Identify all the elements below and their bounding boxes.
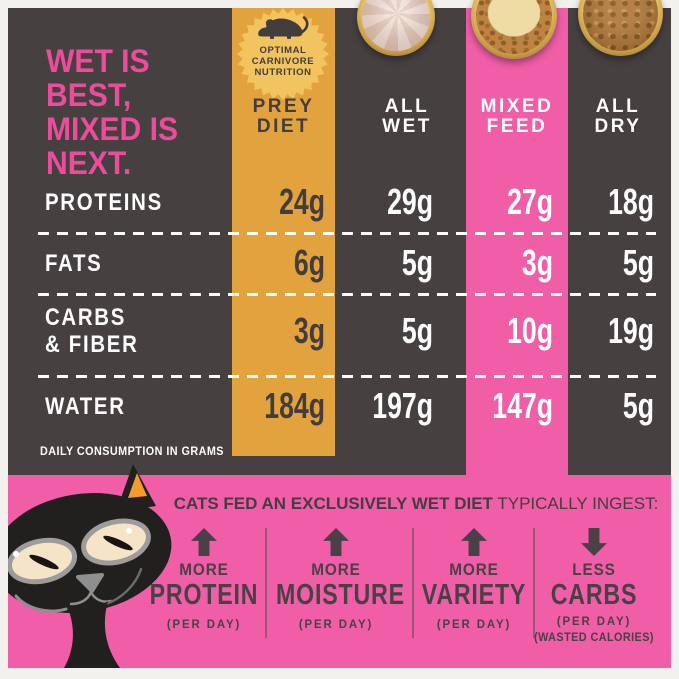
row-divider: [38, 375, 656, 378]
cat-ear-inner: [128, 473, 147, 498]
black-cat-illustration: [8, 464, 172, 668]
cell-fats-prey: 6g: [293, 242, 325, 283]
cell-water-dry: 5g: [622, 385, 654, 426]
row-label-text: PROTEINS: [45, 189, 163, 216]
headline-line-1: WET IS: [46, 43, 150, 79]
column-header-all-dry: ALL DRY: [568, 97, 668, 137]
benefit-divider: [533, 528, 535, 638]
benefit-word: PROTEIN: [149, 579, 259, 611]
cat-left-pupil: [29, 554, 59, 570]
benefit-qualifier: MORE: [449, 560, 499, 579]
cat-mouth: [89, 590, 113, 603]
headline-line-3: MIXED IS: [46, 111, 179, 147]
benefit-qualifier: MORE: [179, 560, 229, 579]
headline-line-4: NEXT.: [46, 145, 132, 181]
cell-carbs-mixed: 10g: [507, 310, 553, 351]
badge-line-2: CARNIVORE: [252, 56, 314, 67]
row-label-water: WATER: [45, 393, 126, 420]
row-divider: [38, 293, 656, 296]
cat-jaw-line: [104, 567, 143, 606]
cell-fats-dry: 5g: [622, 242, 654, 283]
mixed-feed-column-background: [466, 8, 568, 668]
row-label-proteins: PROTEINS: [45, 189, 163, 216]
bottom-title-bold: CATS FED AN EXCLUSIVELY WET DIET: [173, 494, 493, 513]
benefit-subtext: (PER DAY): [298, 617, 374, 631]
cat-neck: [64, 601, 120, 668]
headline-line-2: BEST,: [46, 77, 132, 113]
benefit-more-moisture: MORE MOISTURE (PER DAY): [261, 560, 411, 631]
column-header-mixed-feed: MIXED FEED: [466, 97, 568, 137]
row-label-text: CARBS: [45, 304, 127, 331]
row-label-text: FATS: [45, 250, 103, 277]
cell-carbs-prey: 3g: [293, 310, 325, 351]
badge-line-3: NUTRITION: [254, 67, 311, 78]
header-line: DIET: [256, 116, 311, 137]
benefit-subtext-2: (WASTED CALORIES): [534, 630, 654, 644]
column-header-prey-diet: PREY DIET: [232, 97, 335, 137]
benefit-more-variety: MORE VARIETY (PER DAY): [399, 560, 549, 631]
cell-proteins-dry: 18g: [608, 181, 654, 222]
cat-mouth: [69, 590, 93, 606]
cell-proteins-prey: 24g: [279, 181, 325, 222]
benefit-qualifier: LESS: [572, 560, 616, 579]
cat-cheek-line: [14, 594, 68, 613]
row-label-carbs-fiber: CARBS & FIBER: [45, 304, 139, 358]
wet-food-content: [362, 0, 430, 51]
row-label-fats: FATS: [45, 250, 102, 277]
benefit-word: VARIETY: [421, 579, 527, 611]
mouse-icon: [258, 16, 309, 39]
cell-water-mixed: 147g: [492, 385, 553, 426]
benefit-subtext: (PER DAY): [556, 614, 632, 628]
header-line: ALL: [595, 96, 641, 117]
arrow-up-icon: [191, 528, 217, 556]
cell-proteins-mixed: 27g: [507, 181, 553, 222]
cell-carbs-dry: 19g: [608, 310, 654, 351]
badge-line-1: OPTIMAL: [260, 45, 307, 56]
optimal-carnivore-nutrition-badge: OPTIMAL CARNIVORE NUTRITION: [237, 8, 329, 100]
cat-eye-glint: [13, 551, 19, 557]
benefit-divider: [265, 528, 267, 638]
arrow-up-icon: [323, 528, 349, 556]
cell-fats-mixed: 3g: [521, 242, 553, 283]
benefit-word: MOISTURE: [276, 579, 405, 611]
header-line: FEED: [486, 116, 548, 137]
bottom-title-regular: TYPICALLY INGEST:: [492, 494, 659, 513]
benefit-divider: [412, 528, 414, 638]
column-header-all-wet: ALL WET: [354, 97, 460, 137]
benefit-less-carbs: LESS CARBS (PER DAY) (WASTED CALORIES): [519, 560, 669, 644]
dry-food-content: [583, 0, 658, 51]
row-label-text: & FIBER: [45, 331, 139, 358]
table-footnote: DAILY CONSUMPTION IN GRAMS: [40, 444, 224, 458]
cell-fats-wet: 5g: [401, 242, 433, 283]
cell-proteins-wet: 29g: [387, 181, 433, 222]
page-title: WET IS BEST, MIXED IS NEXT.: [46, 44, 178, 180]
benefit-word: CARBS: [550, 579, 638, 611]
dry-food-bowl-image: [578, 0, 663, 56]
header-line: PREY: [252, 96, 315, 117]
benefit-subtext: (PER DAY): [166, 617, 242, 631]
header-line: DRY: [594, 116, 642, 137]
row-divider: [38, 232, 656, 235]
header-line: WET: [382, 116, 432, 137]
benefit-qualifier: MORE: [311, 560, 361, 579]
mixed-food-content: [476, 0, 552, 54]
cat-right-pupil: [103, 535, 133, 551]
row-label-text: WATER: [45, 393, 126, 420]
cat-nose: [76, 573, 104, 593]
cell-water-wet: 197g: [372, 385, 433, 426]
header-line: MIXED: [480, 96, 554, 117]
benefit-subtext: (PER DAY): [436, 617, 512, 631]
content-area: WET IS BEST, MIXED IS NEXT. OPTIMAL CARN…: [8, 8, 671, 668]
arrow-down-icon: [581, 528, 607, 556]
cat-eye-glint: [126, 528, 132, 534]
cell-water-prey: 184g: [264, 385, 325, 426]
cell-carbs-wet: 5g: [401, 310, 433, 351]
bottom-section-title: CATS FED AN EXCLUSIVELY WET DIET TYPICAL…: [148, 495, 671, 513]
header-line: ALL: [384, 96, 430, 117]
benefit-more-protein: MORE PROTEIN (PER DAY): [129, 560, 279, 631]
